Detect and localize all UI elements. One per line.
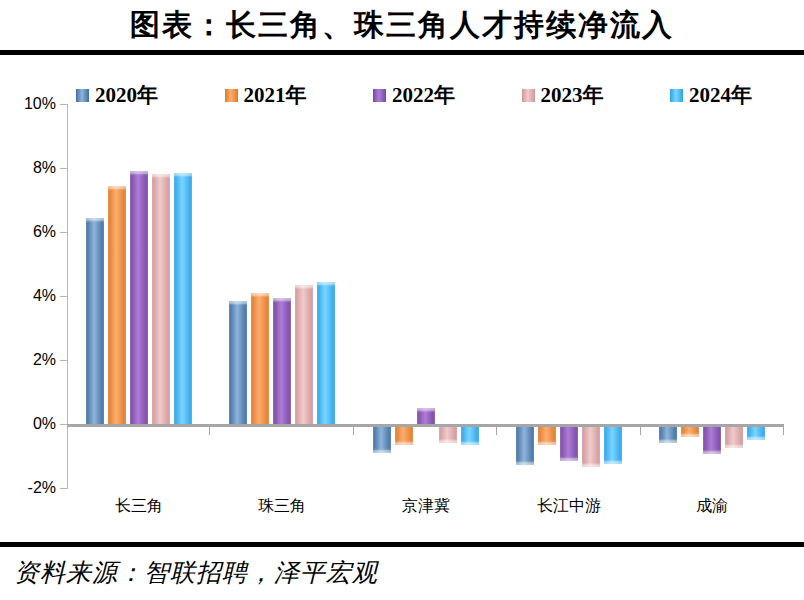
- bar-2023年-京津冀: [439, 427, 457, 443]
- bar-2023年-成渝: [725, 427, 743, 448]
- bar-2020年-长江中游: [516, 427, 534, 465]
- legend-swatch-icon: [76, 89, 89, 102]
- x-axis-label-长江中游: 长江中游: [509, 496, 629, 517]
- y-axis-tick-label: 10%: [6, 94, 56, 114]
- bar-2024年-长江中游: [604, 427, 622, 464]
- bar-2024年-京津冀: [461, 427, 479, 445]
- footer-divider-line: [0, 542, 804, 547]
- x-axis-tick: [209, 427, 210, 435]
- y-axis-tick-label: 4%: [6, 286, 56, 306]
- bar-2022年-长三角: [130, 171, 148, 424]
- x-axis-tick: [496, 427, 497, 435]
- bar-2021年-长江中游: [538, 427, 556, 445]
- bar-2020年-长三角: [86, 218, 104, 424]
- bar-2023年-长三角: [152, 174, 170, 424]
- x-axis-tick: [783, 427, 784, 435]
- bar-2022年-成渝: [703, 427, 721, 454]
- bar-2023年-珠三角: [295, 285, 313, 424]
- x-axis-label-珠三角: 珠三角: [222, 496, 342, 517]
- bar-2021年-京津冀: [395, 427, 413, 445]
- title-divider-line: [0, 50, 804, 55]
- bar-2024年-成渝: [747, 427, 765, 440]
- bar-2020年-成渝: [659, 427, 677, 443]
- page-title: 图表：长三角、珠三角人才持续净流入: [0, 5, 804, 46]
- bar-2024年-珠三角: [317, 282, 335, 424]
- x-axis-tick: [353, 427, 354, 435]
- x-axis-tick: [640, 427, 641, 435]
- bar-2021年-长三角: [108, 186, 126, 424]
- x-axis-label-长三角: 长三角: [79, 496, 199, 517]
- y-axis-tick-label: -2%: [6, 478, 56, 498]
- y-axis-tick-label: 2%: [6, 350, 56, 370]
- bar-2021年-成渝: [681, 427, 699, 437]
- legend-swatch-icon: [225, 89, 238, 102]
- bar-2024年-长三角: [174, 173, 192, 424]
- legend-swatch-icon: [670, 89, 683, 102]
- bar-chart-plot-area: [67, 104, 784, 489]
- bar-2020年-京津冀: [373, 427, 391, 453]
- y-axis-tick-label: 0%: [6, 414, 56, 434]
- bar-2021年-珠三角: [251, 293, 269, 424]
- bar-2020年-珠三角: [229, 301, 247, 424]
- x-axis-label-成渝: 成渝: [652, 496, 772, 517]
- legend-swatch-icon: [522, 89, 535, 102]
- bar-2022年-珠三角: [273, 298, 291, 424]
- y-axis-tick-label: 6%: [6, 222, 56, 242]
- bar-2023年-长江中游: [582, 427, 600, 467]
- bar-2022年-京津冀: [417, 408, 435, 424]
- x-axis-label-京津冀: 京津冀: [366, 496, 486, 517]
- source-note: 资料来源：智联招聘，泽平宏观: [14, 556, 378, 589]
- legend-swatch-icon: [373, 89, 386, 102]
- bar-2022年-长江中游: [560, 427, 578, 461]
- y-axis-tick-label: 8%: [6, 158, 56, 178]
